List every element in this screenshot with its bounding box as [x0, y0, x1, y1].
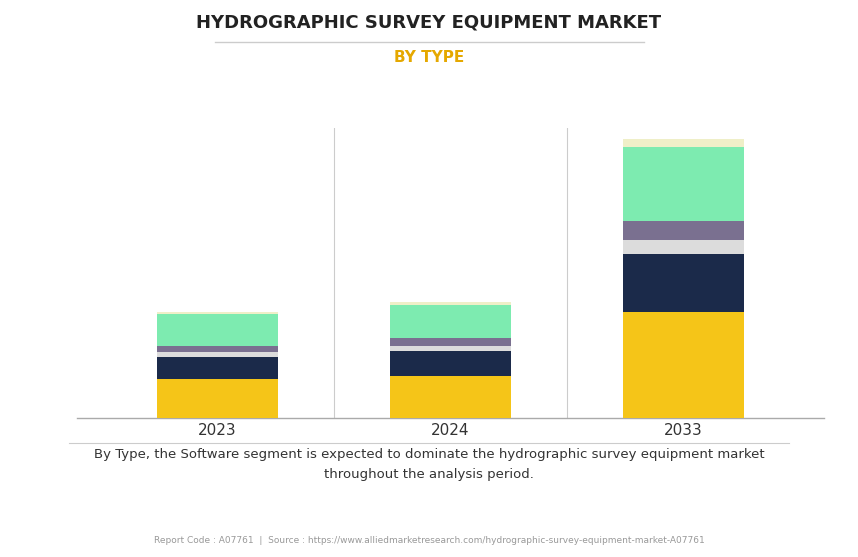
Text: HYDROGRAPHIC SURVEY EQUIPMENT MARKET: HYDROGRAPHIC SURVEY EQUIPMENT MARKET: [196, 14, 662, 32]
Bar: [156, 379, 278, 418]
Bar: [156, 346, 278, 353]
Bar: [156, 311, 278, 314]
Bar: [623, 255, 745, 312]
Bar: [390, 376, 511, 418]
Bar: [156, 353, 278, 357]
Bar: [623, 312, 745, 418]
Bar: [390, 305, 511, 338]
Bar: [390, 351, 511, 376]
Text: Report Code : A07761  |  Source : https://www.alliedmarketresearch.com/hydrograp: Report Code : A07761 | Source : https://…: [154, 536, 704, 545]
Bar: [623, 146, 745, 221]
Bar: [156, 357, 278, 379]
Bar: [390, 346, 511, 351]
Bar: [623, 240, 745, 255]
Text: By Type, the Software segment is expected to dominate the hydrographic survey eq: By Type, the Software segment is expecte…: [94, 448, 764, 481]
Bar: [156, 314, 278, 346]
Bar: [390, 338, 511, 346]
Text: BY TYPE: BY TYPE: [394, 50, 464, 65]
Bar: [390, 301, 511, 305]
Bar: [623, 221, 745, 240]
Bar: [623, 139, 745, 146]
